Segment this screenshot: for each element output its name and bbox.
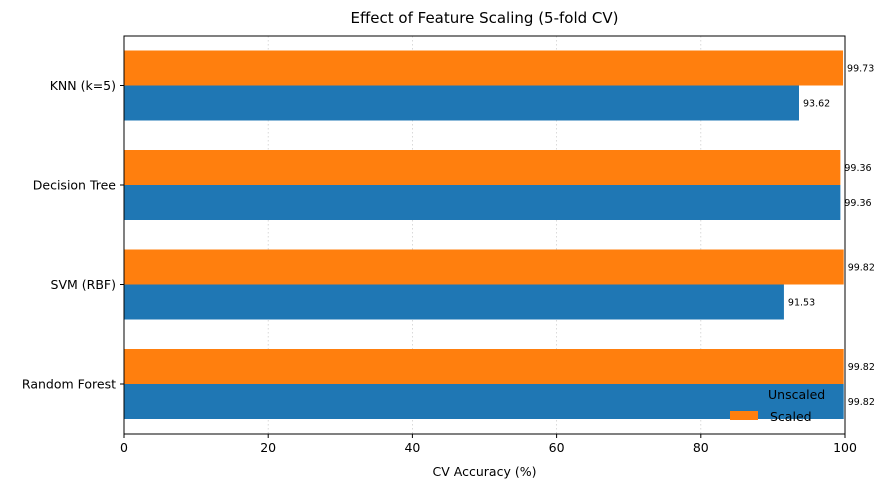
data-label: 99.82	[848, 362, 875, 373]
x-tick-label: 40	[404, 440, 420, 455]
y-tick-label: Random Forest	[22, 377, 116, 392]
data-labels: 99.82 99.82 91.53 99.82 99.36 99.36 93.62 99.73	[788, 64, 875, 409]
data-label: 99.82	[848, 397, 875, 408]
x-axis-label: CV Accuracy (%)	[433, 464, 537, 479]
data-label: 99.82	[848, 263, 875, 274]
x-tick-label: 20	[260, 440, 276, 455]
y-tick-label: KNN (k=5)	[50, 78, 116, 93]
data-label: 93.62	[803, 99, 830, 110]
bar-scaled	[124, 249, 844, 285]
x-tick-label: 60	[549, 440, 565, 455]
legend-label-scaled: Scaled	[770, 409, 812, 424]
x-tick-label: 0	[120, 440, 128, 455]
legend: Unscaled Scaled	[730, 387, 825, 424]
bars	[124, 50, 844, 419]
plot-frame	[123, 35, 846, 435]
y-axis-ticks: Random Forest SVM (RBF) Decision Tree KNN (…	[22, 78, 124, 392]
y-tick-label: SVM (RBF)	[51, 277, 116, 292]
chart-title: Effect of Feature Scaling (5-fold CV)	[350, 9, 618, 27]
legend-swatch-scaled	[730, 411, 758, 420]
bar-scaled	[124, 50, 844, 86]
bar-scaled	[124, 150, 841, 185]
x-tick-label: 100	[833, 440, 857, 455]
bar-scaled	[124, 349, 844, 384]
bar-unscaled	[124, 284, 784, 320]
data-label: 99.36	[844, 198, 871, 209]
bar-unscaled	[124, 384, 844, 419]
data-label: 99.73	[847, 64, 874, 75]
bar-unscaled	[124, 85, 800, 121]
y-tick-label: Decision Tree	[33, 178, 117, 193]
data-label: 91.53	[788, 298, 815, 309]
bar-unscaled	[124, 185, 841, 220]
legend-label-unscaled: Unscaled	[768, 387, 825, 402]
data-label: 99.36	[844, 163, 871, 174]
x-tick-label: 80	[693, 440, 709, 455]
x-axis-ticks: 0 20 40 60 80 100	[120, 434, 857, 455]
